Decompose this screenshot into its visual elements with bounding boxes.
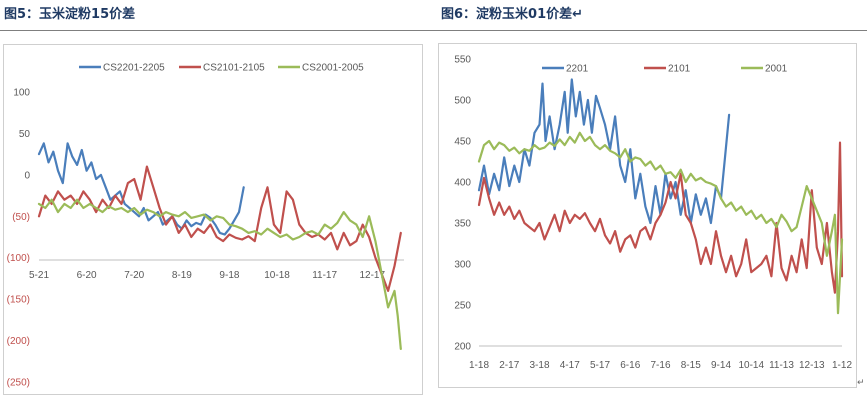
y-tick-label: 50 [19,129,31,140]
legend-label: 2101 [668,64,691,75]
legend-label: 2201 [566,64,589,75]
figure-5-title: 图5：玉米淀粉15价差 [4,7,136,22]
x-tick-label: 8-15 [681,360,701,371]
x-tick-label: 1-12 [832,360,852,371]
x-tick-label: 12-13 [799,360,825,371]
x-tick-label: 11-17 [312,270,337,281]
y-tick-label: (100) [7,253,30,264]
y-tick-label: 450 [454,137,471,148]
x-tick-label: 12-17 [359,270,385,281]
chart-panel-fig6: 550 500 450 400 350 300 250 200 1-18 2-17 3-18 4-17… [438,43,857,388]
series-line-CS2101-2105 [37,165,402,292]
y-tick-label: (150) [7,295,30,306]
y-tick-label: (250) [7,378,30,389]
y-tick-label: 500 [454,96,471,107]
y-tick-label: 200 [454,342,471,353]
chart-panel-fig5: 100 50 0 (50) (100) (150) (200) (250) 5-21 6-20 7-… [3,44,423,395]
series-line-2101 [477,141,844,294]
x-tick-label: 10-18 [264,270,290,281]
x-tick-label: 4-17 [560,360,580,371]
chart-fig5: 100 50 0 (50) (100) (150) (200) (250) 5-21 6-20 7-… [7,63,404,389]
y-tick-label: 0 [24,170,30,181]
series-line-CS2001-2005 [37,198,402,350]
chart-fig6: 550 500 450 400 350 300 250 200 1-18 2-17 3-18 4-17… [454,55,852,372]
x-tick-label: 7-16 [650,360,670,371]
x-tick-label: 2-17 [499,360,519,371]
x-tick-label: 5-17 [590,360,610,371]
series-line-CS2201-2205 [37,142,245,236]
corner-mark: ↵ [857,378,865,388]
y-tick-label: 550 [454,55,471,66]
legend-label: CS2101-2105 [203,63,265,74]
x-tick-label: 9-18 [219,270,239,281]
x-tick-label: 5-21 [29,270,49,281]
header-rule [0,30,867,31]
x-tick-label: 7-20 [124,270,144,281]
x-tick-label: 3-18 [529,360,549,371]
series-line-2201 [477,78,731,225]
legend-label: CS2201-2205 [103,63,165,74]
y-tick-label: (50) [12,212,30,223]
series-line-2001 [477,131,844,315]
figure-6-title: 图6：淀粉玉米01价差↵ [441,7,584,22]
y-tick-label: 100 [13,88,30,99]
y-tick-label: 250 [454,301,471,312]
x-tick-label: 10-14 [738,360,764,371]
y-tick-label: 350 [454,219,471,230]
y-tick-label: 400 [454,178,471,189]
x-tick-label: 8-19 [172,270,192,281]
x-tick-label: 1-18 [469,360,489,371]
x-tick-label: 9-14 [711,360,731,371]
y-tick-label: 300 [454,260,471,271]
x-tick-label: 6-20 [77,270,97,281]
y-tick-label: (200) [7,336,30,347]
x-tick-label: 6-16 [620,360,640,371]
legend-label: 2001 [765,64,788,75]
legend-label: CS2001-2005 [302,63,364,74]
x-tick-label: 11-13 [769,360,794,371]
